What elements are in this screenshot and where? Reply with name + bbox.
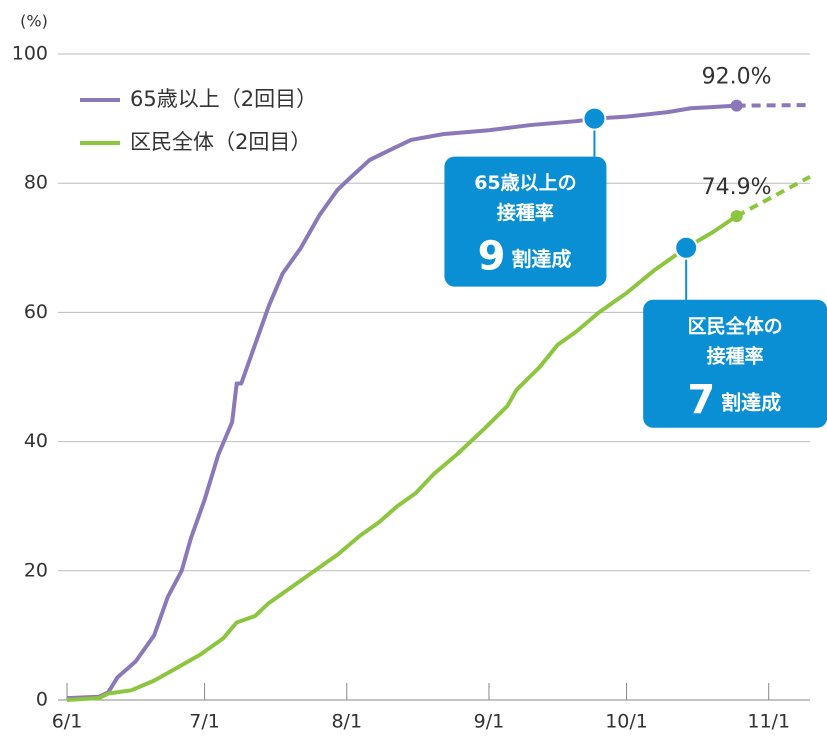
x-tick-label: 8/1 <box>331 711 362 733</box>
callout-text: 接種率 <box>707 344 764 367</box>
y-tick-label: 60 <box>24 301 48 323</box>
line-series <box>66 214 738 702</box>
x-tick-label: 6/1 <box>52 711 83 733</box>
end-label: 92.0% <box>702 65 772 90</box>
y-tick-label: 0 <box>36 689 48 711</box>
x-tick-label: 11/1 <box>747 711 790 733</box>
callout-text: 65歳以上の <box>474 172 576 194</box>
y-unit: (%) <box>20 12 48 31</box>
callout-big: 9 <box>478 234 506 280</box>
callout-big: 7 <box>687 377 715 423</box>
line-series <box>736 103 811 108</box>
y-tick-label: 40 <box>24 430 48 452</box>
callout-suffix: 割達成 <box>511 247 571 271</box>
x-tick-label: 7/1 <box>189 711 220 733</box>
callout-suffix: 割達成 <box>721 390 781 414</box>
end-dot <box>730 210 743 223</box>
callout-box <box>643 299 827 428</box>
y-tick-label: 80 <box>24 172 48 194</box>
line-series <box>66 103 737 701</box>
y-tick-label: 100 <box>12 43 48 65</box>
legend-label: 区民全体（2回目） <box>130 130 311 154</box>
callout-dot <box>674 235 699 260</box>
callout-text: 接種率 <box>497 201 554 224</box>
legend-label: 65歳以上（2回目） <box>130 87 317 111</box>
x-tick-label: 9/1 <box>474 711 505 733</box>
end-label: 74.9% <box>702 175 772 200</box>
callout-box <box>444 156 607 287</box>
x-tick-label: 10/1 <box>605 711 648 733</box>
end-dot <box>730 99 743 112</box>
y-tick-label: 20 <box>24 559 48 581</box>
callout-text: 区民全体の <box>688 314 783 337</box>
callout-dot <box>582 106 607 131</box>
